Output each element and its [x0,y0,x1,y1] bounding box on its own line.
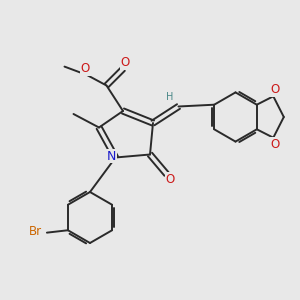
Text: Br: Br [29,225,42,238]
Text: H: H [167,92,174,103]
Text: O: O [166,173,175,186]
Text: N: N [107,149,117,163]
Text: O: O [121,56,130,69]
Text: O: O [270,83,279,96]
Text: O: O [81,62,90,75]
Text: O: O [270,138,279,151]
